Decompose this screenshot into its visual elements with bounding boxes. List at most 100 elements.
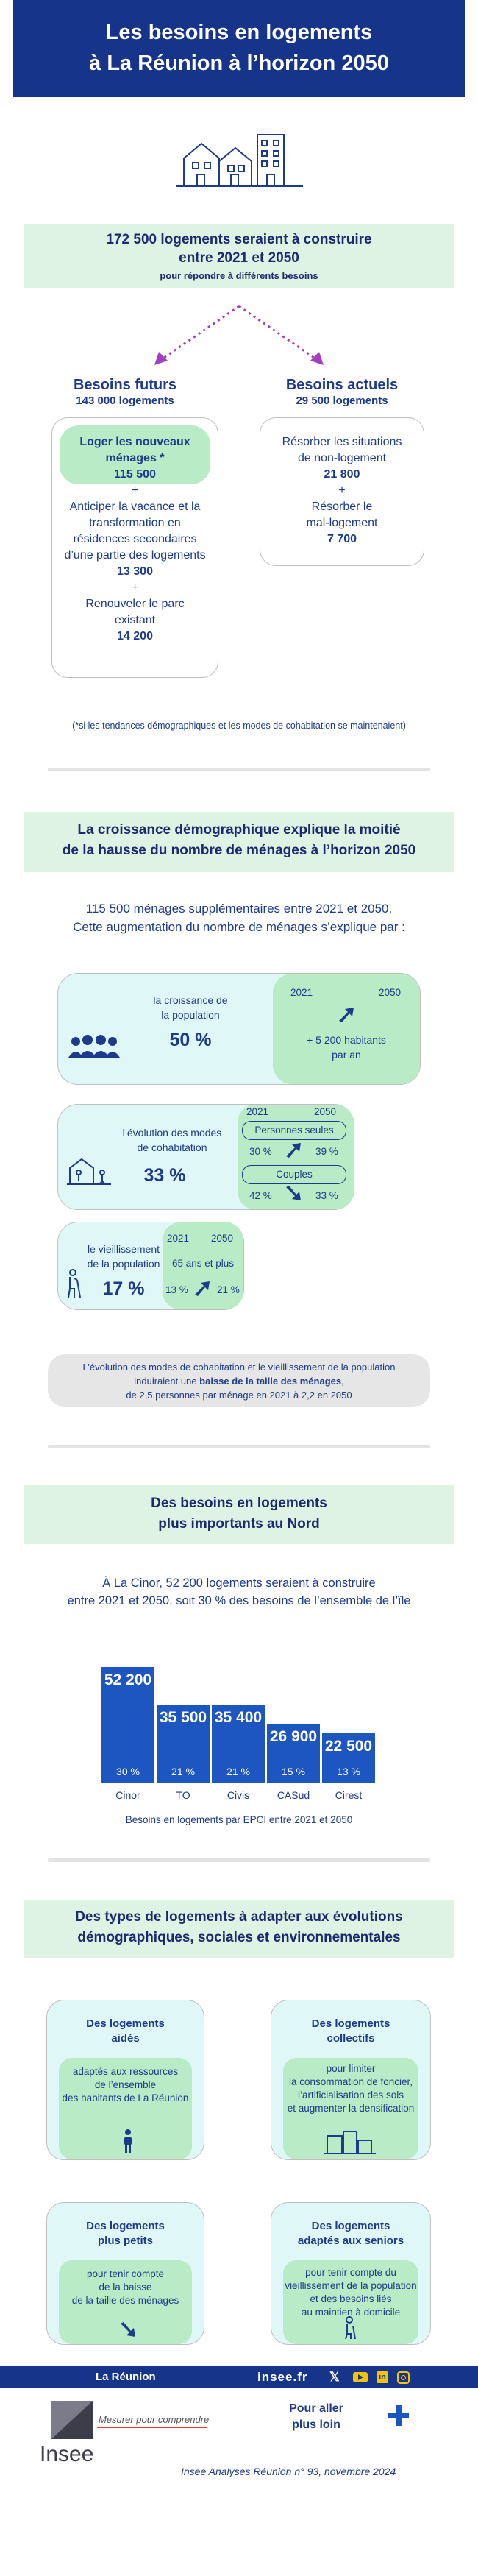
- chart-bar-cinor: 52 200 30 %: [101, 1667, 154, 1783]
- cohabitation-b-label: Couples: [276, 1169, 313, 1180]
- separator-2: [48, 1445, 430, 1448]
- card-collective-housing: Des logements collectifs pour limiter la…: [271, 2000, 431, 2160]
- cohabitation-b-v2: 33 %: [315, 1190, 338, 1201]
- futurs-item2-l3: résidences secondaires: [73, 533, 197, 545]
- actuels-item2-l2: mal-logement: [306, 517, 378, 529]
- cohabitation-a-label: Personnes seules: [254, 1125, 334, 1136]
- header-banner: Les besoins en logements à La Réunion à …: [13, 0, 465, 97]
- card1-desc-l1: adaptés aux ressources: [72, 2066, 179, 2077]
- cohabitation-a-label-box: Personnes seules: [242, 1121, 346, 1140]
- note-l3: de 2,5 personnes par ménage en 2021 à 2,…: [126, 1390, 352, 1401]
- footer-bar: La Réunion insee.fr 𝕏 in: [0, 2366, 478, 2388]
- vieillissement-label-l2: de la population: [87, 1258, 160, 1270]
- population-detail-l1: + 5 200 habitants: [307, 1034, 386, 1046]
- household-size-note: L’évolution des modes de cohabitation et…: [48, 1354, 430, 1407]
- cross-icon[interactable]: [388, 2405, 409, 2426]
- linkedin-icon[interactable]: in: [377, 2371, 388, 2383]
- card2-desc-l4: et augmenter la densification: [287, 2103, 415, 2114]
- note-l2-c: ,: [341, 1376, 344, 1387]
- chart-category-label: CASud: [277, 1789, 310, 1801]
- actuels-item2-value: 7 700: [327, 533, 357, 545]
- family-icon: [67, 1158, 111, 1185]
- section4-title-box: Des types de logements à adapter aux évo…: [24, 1900, 454, 1958]
- intro-box: 172 500 logements seraient à construire …: [24, 224, 454, 288]
- population-label-l1: la croissance de: [153, 994, 228, 1006]
- chart-category-label: Cinor: [115, 1789, 140, 1801]
- actuels-item1-l2: de non-logement: [297, 452, 387, 464]
- card4-desc-l2: vieillissement de la population: [285, 2280, 417, 2291]
- arrow-down-icon: [286, 1186, 301, 1200]
- chart-bar-to: 35 500 21 %: [157, 1705, 210, 1783]
- chart-value-label: 22 500: [324, 1738, 373, 1755]
- card3-title-l1: Des logements: [86, 2220, 165, 2232]
- more-l1: Pour aller: [289, 2402, 343, 2415]
- note-l2-a: induiraient une: [134, 1376, 200, 1387]
- futurs-item1-l2: ménages *: [105, 452, 165, 464]
- population-year2: 2050: [379, 987, 402, 998]
- card1-body: adaptés aux ressources de l’ensemble des…: [59, 2058, 192, 2159]
- card2-title-l2: collectifs: [327, 2032, 375, 2045]
- actuels-item1-value: 21 800: [324, 468, 360, 481]
- chart-value-label: 52 200: [104, 1671, 152, 1688]
- population-year1: 2021: [290, 987, 313, 998]
- arrow-up-icon: [286, 1143, 301, 1158]
- card1-title-l2: aidés: [111, 2032, 140, 2045]
- card4-title-l1: Des logements: [311, 2220, 390, 2232]
- publication-ref: Insee Analyses Réunion n° 93, novembre 2…: [181, 2466, 396, 2477]
- actuels-count: 29 500 logements: [296, 394, 388, 407]
- cohabitation-a-v1: 30 %: [249, 1146, 272, 1157]
- card4-desc-l1: pour tenir compte du: [305, 2267, 396, 2278]
- insee-logo-text: Insee: [40, 2442, 94, 2466]
- section4-title-l1: Des types de logements à adapter aux évo…: [75, 1909, 403, 1925]
- card4-title-l2: adaptés aux seniors: [297, 2234, 404, 2247]
- futurs-item2-l1: Anticiper la vacance et la: [69, 500, 201, 513]
- futurs-title: Besoins futurs: [73, 377, 177, 393]
- card1-title-l1: Des logements: [86, 2017, 165, 2030]
- card1-desc-l2: de l’ensemble: [94, 2079, 157, 2090]
- actuels-item1-l1: Résorber les situations: [282, 436, 402, 448]
- chart-value-label: 35 400: [214, 1709, 263, 1726]
- section2-title-l2: de la hausse du nombre de ménages à l’ho…: [62, 843, 416, 858]
- card4-desc-l4: au maintien à domicile: [301, 2307, 401, 2318]
- section3-title-l2: plus importants au Nord: [158, 1516, 320, 1532]
- arrow-up-icon: [339, 1008, 354, 1022]
- instagram-icon[interactable]: [397, 2371, 410, 2384]
- x-icon[interactable]: 𝕏: [329, 2370, 340, 2384]
- chart-bar-civis: 35 400 21 %: [212, 1705, 265, 1783]
- futurs-count: 143 000 logements: [76, 394, 174, 407]
- futurs-plus1: +: [131, 484, 139, 497]
- arrow-up-icon: [195, 1281, 210, 1296]
- footer-site-link[interactable]: insee.fr: [257, 2370, 308, 2384]
- person-icon: [124, 2129, 132, 2153]
- cohabitation-label-l1: l’évolution des modes: [122, 1127, 222, 1139]
- youtube-icon[interactable]: [353, 2372, 368, 2382]
- chart-bar-cirest: 22 500 13 %: [322, 1733, 375, 1783]
- chart-share-label: 15 %: [282, 1766, 305, 1777]
- card3-title-l2: plus petits: [97, 2234, 153, 2247]
- population-label-l2: la population: [161, 1009, 220, 1021]
- futurs-item2-l2: transformation en: [89, 517, 181, 529]
- actuels-plus: +: [338, 484, 346, 497]
- chart-share-label: 30 %: [116, 1766, 140, 1777]
- note-l1: L’évolution des modes de cohabitation et…: [82, 1362, 396, 1373]
- section2-title-box: La croissance démographique explique la …: [24, 812, 454, 872]
- card2-desc-l2: la consommation de foncier,: [288, 2076, 413, 2087]
- cohabitation-label-l2: de cohabitation: [137, 1142, 207, 1153]
- note-l2: induiraient une baisse de la taille des …: [48, 1374, 430, 1388]
- section2-intro-l1: 115 500 ménages supplémentaires entre 20…: [85, 902, 393, 916]
- card3-body: pour tenir compte de la baisse de la tai…: [59, 2260, 192, 2344]
- futurs-item2-value: 13 300: [117, 565, 153, 578]
- note-l2-b: baisse de la taille des ménages: [199, 1376, 342, 1387]
- cohabitation-pct: 33 %: [143, 1165, 186, 1186]
- futurs-item3-l2: existant: [114, 614, 156, 626]
- intro-sub: pour répondre à différents besoins: [160, 270, 318, 281]
- footnote: (*si les tendances démographiques et les…: [72, 721, 406, 731]
- chart-share-label: 13 %: [337, 1766, 360, 1777]
- section3-intro-l1: À La Cinor, 52 200 logements seraient à …: [102, 1577, 376, 1590]
- population-detail: 2021 2050 + 5 200 habitants par an: [273, 974, 420, 1084]
- separator-3: [48, 1858, 430, 1862]
- vieillissement-year2: 2050: [211, 1233, 234, 1244]
- card1-desc-l3: des habitants de La Réunion: [62, 2092, 189, 2103]
- section3-title-box: Des besoins en logements plus importants…: [24, 1485, 454, 1544]
- more-link[interactable]: Pour aller plus loin: [279, 2401, 353, 2433]
